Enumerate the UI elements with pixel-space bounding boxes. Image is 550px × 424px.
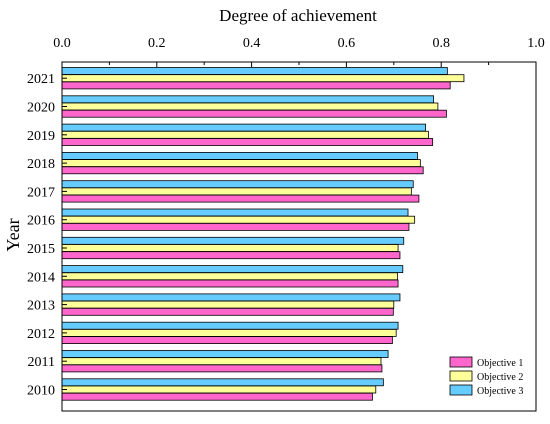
bar-objective-2 bbox=[61, 74, 465, 83]
x-tick-label: 0.2 bbox=[148, 36, 166, 51]
legend: Objective 1 Objective 2 Objective 3 bbox=[449, 356, 523, 397]
legend-swatch bbox=[449, 356, 473, 368]
y-tick-label: 2020 bbox=[27, 101, 55, 116]
legend-label: Objective 3 bbox=[477, 386, 523, 397]
bar-objective-2 bbox=[61, 102, 439, 111]
bar-objective-3 bbox=[61, 236, 405, 245]
bar-objective-3 bbox=[61, 293, 401, 302]
bar-objective-3 bbox=[61, 265, 404, 274]
y-tick-label: 2018 bbox=[27, 157, 55, 172]
bar-objective-1 bbox=[61, 307, 394, 316]
bar-objective-2 bbox=[61, 244, 399, 252]
y-tick-label: 2019 bbox=[27, 129, 55, 144]
y-tick-label: 2014 bbox=[27, 270, 55, 285]
bar-objective-2 bbox=[61, 357, 382, 366]
bar-objective-1 bbox=[61, 166, 424, 175]
bar-objective-1 bbox=[61, 138, 434, 146]
bar-objective-3 bbox=[61, 208, 409, 217]
y-tick-label: 2010 bbox=[27, 384, 55, 399]
ticks-layer: 0.0 0.2 0.4 0.6 0.8 1.0 2021 2020 2019 2018 2017 20… bbox=[27, 36, 545, 399]
bar-objective-2 bbox=[61, 385, 377, 394]
x-tick-label: 0.4 bbox=[243, 36, 261, 51]
x-tick-label: 0.6 bbox=[338, 36, 356, 51]
bar-objective-2 bbox=[61, 300, 395, 309]
bar-objective-1 bbox=[61, 81, 451, 90]
bar-objective-1 bbox=[61, 279, 399, 288]
bar-objective-2 bbox=[61, 328, 397, 337]
bar-objective-2 bbox=[61, 187, 412, 196]
bar-objective-1 bbox=[61, 194, 420, 203]
bar-objective-3 bbox=[61, 378, 384, 387]
y-tick-label: 2016 bbox=[27, 214, 55, 229]
legend-swatch bbox=[449, 384, 473, 396]
x-tick-label: 0.0 bbox=[53, 36, 71, 51]
legend-swatch bbox=[449, 370, 473, 382]
legend-label: Objective 2 bbox=[477, 372, 523, 383]
bar-objective-3 bbox=[61, 350, 389, 358]
y-tick-label: 2021 bbox=[27, 72, 55, 87]
legend-label: Objective 1 bbox=[477, 358, 523, 369]
bar-objective-2 bbox=[61, 130, 429, 139]
x-axis-title: Degree of achievement bbox=[219, 6, 377, 25]
bar-objective-3 bbox=[61, 95, 435, 104]
bar-objective-3 bbox=[61, 123, 426, 132]
bar-objective-2 bbox=[61, 159, 421, 168]
x-tick-label: 1.0 bbox=[527, 36, 545, 51]
y-tick-label: 2011 bbox=[28, 355, 55, 370]
y-axis-title: Year bbox=[3, 218, 23, 251]
plot-frame bbox=[61, 61, 537, 412]
bar-objective-1 bbox=[61, 364, 383, 373]
bar-objective-1 bbox=[61, 392, 373, 401]
bar-objective-2 bbox=[61, 215, 416, 224]
x-tick-label: 0.8 bbox=[432, 36, 450, 51]
bar-objective-1 bbox=[61, 336, 393, 345]
y-tick-label: 2017 bbox=[27, 185, 55, 200]
bar-objective-1 bbox=[61, 222, 410, 231]
bar-objective-3 bbox=[61, 180, 414, 189]
bar-objective-3 bbox=[61, 67, 448, 75]
bar-objective-2 bbox=[61, 272, 398, 281]
bar-objective-1 bbox=[61, 251, 401, 260]
bar-objective-3 bbox=[61, 151, 418, 160]
bar-objective-3 bbox=[61, 321, 399, 330]
bar-objective-1 bbox=[61, 109, 447, 118]
bars-layer bbox=[61, 67, 465, 401]
y-tick-label: 2015 bbox=[27, 242, 55, 257]
y-tick-label: 2013 bbox=[27, 299, 55, 314]
y-tick-label: 2012 bbox=[27, 327, 55, 342]
